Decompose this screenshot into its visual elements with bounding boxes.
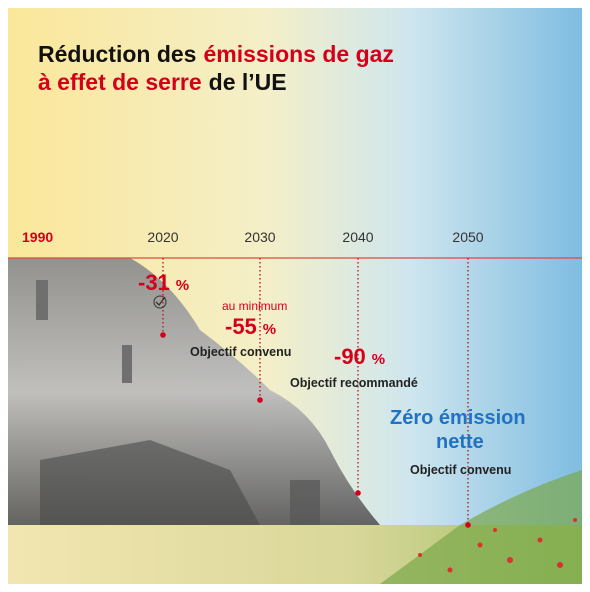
reduction-unit: % <box>263 321 276 338</box>
milestone-dot <box>355 490 361 496</box>
check-icon <box>153 295 167 309</box>
reduction: -55% <box>225 314 276 339</box>
reduction-unit: % <box>176 277 189 294</box>
chimney <box>36 280 48 320</box>
buildings <box>290 480 320 525</box>
grass <box>380 470 582 584</box>
reduction-unit: % <box>372 351 385 368</box>
year-label: 2040 <box>342 229 373 245</box>
milestone-dot <box>465 522 471 528</box>
check-circle <box>153 295 167 309</box>
milestone-dot <box>257 397 263 403</box>
reduction: -90% <box>334 344 385 369</box>
note: Objectif convenu <box>190 345 291 359</box>
chimney <box>122 345 132 383</box>
reduction: -31% <box>138 270 189 295</box>
prefix: au minimum <box>222 299 287 313</box>
title-segment: Réduction des <box>38 41 196 67</box>
note: Objectif convenu <box>410 463 511 477</box>
reduction-value: -90 <box>334 344 366 369</box>
milestone-dot <box>160 332 166 338</box>
reduction-value: -31 <box>138 270 170 295</box>
title-line: à effet de serre de l’UE <box>38 69 287 95</box>
headline: Zéro émission <box>390 407 526 429</box>
reduction-value: -55 <box>225 314 257 339</box>
cars <box>40 440 260 525</box>
start-year: 1990 <box>22 229 53 245</box>
check-mark <box>155 296 166 306</box>
year-label: 2020 <box>147 229 178 245</box>
title-segment: à effet de serre <box>38 69 202 95</box>
title-line: Réduction des émissions de gaz <box>38 41 394 67</box>
headline: nette <box>436 431 484 453</box>
poppies <box>418 518 577 573</box>
title-segment: de l’UE <box>209 69 287 95</box>
note: Objectif recommandé <box>290 376 418 390</box>
title-segment: émissions de gaz <box>203 41 393 67</box>
year-label: 2030 <box>244 229 275 245</box>
year-label: 2050 <box>452 229 483 245</box>
